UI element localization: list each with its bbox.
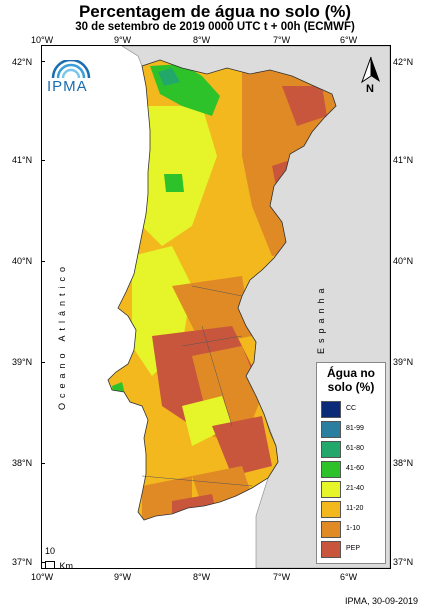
lat-tick-label: 40°N — [12, 256, 33, 266]
scale-bar: 10 Km — [45, 546, 73, 574]
legend-item: CC — [321, 401, 381, 419]
lat-tick-label: 41°N — [393, 155, 414, 165]
lat-tick-label: 38°N — [393, 458, 414, 468]
footer-credit: IPMA, 30-09-2019 — [344, 596, 418, 606]
field-patch-11-20 — [142, 426, 182, 486]
frame-tick — [41, 463, 45, 464]
legend-swatch — [321, 541, 341, 558]
legend-label: CC — [346, 405, 357, 412]
logo-text: IPMA — [47, 78, 88, 95]
legend-swatch — [321, 401, 341, 418]
frame-tick — [41, 562, 45, 563]
field-patch-41-60 — [164, 174, 184, 192]
legend-swatch — [321, 461, 341, 478]
legend-swatch — [321, 421, 341, 438]
legend-title: Água no solo (%) — [317, 366, 385, 394]
lon-tick-label: 7°W — [273, 572, 291, 582]
lat-tick-label: 41°N — [12, 155, 33, 165]
scale-box — [45, 560, 55, 569]
frame-tick — [41, 261, 45, 262]
lon-tick-label: 9°W — [114, 572, 132, 582]
portugal-outline — [107, 59, 337, 521]
legend-item: 61-80 — [321, 441, 381, 459]
scale-value: 10 — [45, 546, 56, 556]
north-arrow: N — [358, 56, 384, 96]
legend-title-line2: solo (%) — [327, 380, 375, 394]
legend-swatch — [321, 441, 341, 458]
legend-label: 11-20 — [346, 505, 364, 512]
lon-tick-label: 10°W — [31, 35, 54, 45]
field-patch-61-80 — [158, 68, 180, 86]
legend: Água no solo (%) CC 81-99 61-80 41-60 21-40 1… — [316, 362, 386, 564]
legend-swatch — [321, 481, 341, 498]
lon-tick-label: 7°W — [273, 35, 291, 45]
lat-tick-label: 40°N — [393, 256, 414, 266]
field-patch-pep — [212, 416, 272, 476]
north-label: N — [366, 83, 374, 95]
lat-tick-label: 37°N — [393, 557, 414, 567]
ocean-label: Oceano Atlântico — [57, 261, 67, 410]
lat-tick-label: 39°N — [393, 357, 414, 367]
north-arrow-icon — [361, 56, 380, 84]
ipma-logo: IPMA — [45, 60, 95, 106]
legend-item: 41-60 — [321, 461, 381, 479]
frame-tick — [41, 160, 45, 161]
frame-tick — [41, 362, 45, 363]
legend-label: 21-40 — [346, 485, 364, 492]
field-patch-21-40 — [182, 396, 232, 446]
spain-label: Espanha — [316, 283, 326, 354]
legend-item: PEP — [321, 541, 381, 559]
lon-tick-label: 10°W — [31, 572, 54, 582]
legend-item: 1-10 — [321, 521, 381, 539]
map-title: Percentagem de água no solo (%) — [78, 2, 352, 21]
lon-tick-label: 9°W — [114, 35, 132, 45]
legend-title-line1: Água no — [327, 366, 375, 380]
legend-swatch — [321, 521, 341, 538]
district-borders — [141, 285, 253, 487]
map-subtitle: 30 de setembro de 2019 0000 UTC t + 00h … — [75, 21, 355, 33]
legend-item: 21-40 — [321, 481, 381, 499]
legend-item: 11-20 — [321, 501, 381, 519]
legend-label: 81-99 — [346, 425, 364, 432]
legend-label: 41-60 — [346, 465, 364, 472]
lat-tick-label: 42°N — [393, 57, 414, 67]
lon-tick-label: 6°W — [340, 35, 358, 45]
legend-label: 1-10 — [346, 525, 361, 532]
legend-label: PEP — [346, 545, 361, 552]
lat-tick-label: 39°N — [12, 357, 33, 367]
legend-swatch — [321, 501, 341, 518]
legend-label: 61-80 — [346, 445, 364, 452]
scale-unit: Km — [59, 561, 73, 571]
frame-tick — [41, 61, 45, 62]
lon-tick-label: 8°W — [193, 35, 211, 45]
ipma-rainbow-logo-icon — [51, 60, 91, 79]
legend-item: 81-99 — [321, 421, 381, 439]
lat-tick-label: 42°N — [12, 57, 33, 67]
lon-tick-label: 8°W — [193, 572, 211, 582]
lon-tick-label: 6°W — [340, 572, 358, 582]
lat-tick-label: 37°N — [12, 557, 33, 567]
field-patch-pep — [282, 86, 327, 126]
lat-tick-label: 38°N — [12, 458, 33, 468]
